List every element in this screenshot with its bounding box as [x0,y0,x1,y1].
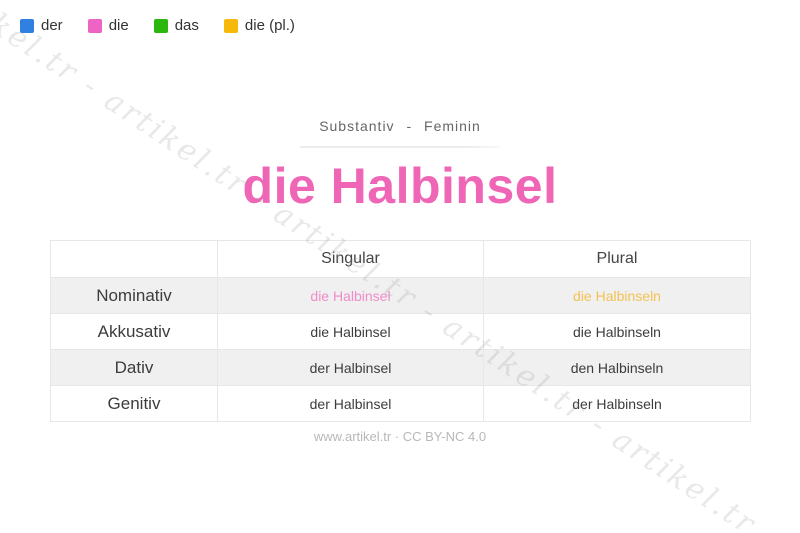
das-color-swatch [153,19,168,33]
legend-label-der: der [41,17,63,34]
case-label-cell: Akkusativ [50,313,218,350]
die-color-swatch [87,19,102,33]
title-divider [300,146,500,148]
word-type-label: Substantiv [319,118,395,134]
der-color-swatch [20,19,34,33]
table-row-genitiv: Genitiv der Halbinsel der Halbinseln [50,385,751,422]
case-label-cell: Genitiv [50,385,218,422]
plural-value-cell: die Halbinseln [483,277,751,314]
legend-label-die: die [108,17,129,34]
table-row-akkusativ: Akkusativ die Halbinsel die Halbinseln [50,313,751,350]
legend-item-die-plural: die (pl.) [223,17,295,34]
singular-value-cell: der Halbinsel [217,385,484,422]
plural-value-cell: den Halbinseln [483,349,751,386]
plural-column-header: Plural [483,240,751,278]
credit-footer: www.artikel.tr · CC BY-NC 4.0 [313,429,487,444]
legend-label-die-plural: die (pl.) [244,17,295,34]
gender-label: Feminin [424,118,481,134]
singular-value-cell: die Halbinsel [217,277,484,314]
plural-value-cell: der Halbinseln [483,385,751,422]
subtitle-separator: - [406,118,413,134]
legend-label-das: das [174,17,199,34]
case-label-cell: Nominativ [50,277,218,314]
legend-item-die: die [87,17,129,34]
table-row-nominativ: Nominativ die Halbinsel die Halbinseln [50,277,751,314]
page-title: die Halbinsel [242,158,558,214]
table-row-dativ: Dativ der Halbinsel den Halbinseln [50,349,751,386]
legend-item-der: der [20,17,63,34]
legend-item-das: das [153,17,199,34]
plural-value-cell: die Halbinseln [483,313,751,350]
singular-value-cell: die Halbinsel [217,313,484,350]
singular-value-cell: der Halbinsel [217,349,484,386]
table-header-row: Singular Plural [50,240,751,278]
word-type-subtitle: Substantiv - Feminin [0,118,800,134]
case-column-header [50,240,218,278]
case-label-cell: Dativ [50,349,218,386]
die-plural-color-swatch [223,19,238,33]
singular-column-header: Singular [217,240,484,278]
declension-table: Singular Plural Nominativ die Halbinsel … [50,240,751,422]
article-color-legend: der die das die (pl.) [20,17,295,34]
